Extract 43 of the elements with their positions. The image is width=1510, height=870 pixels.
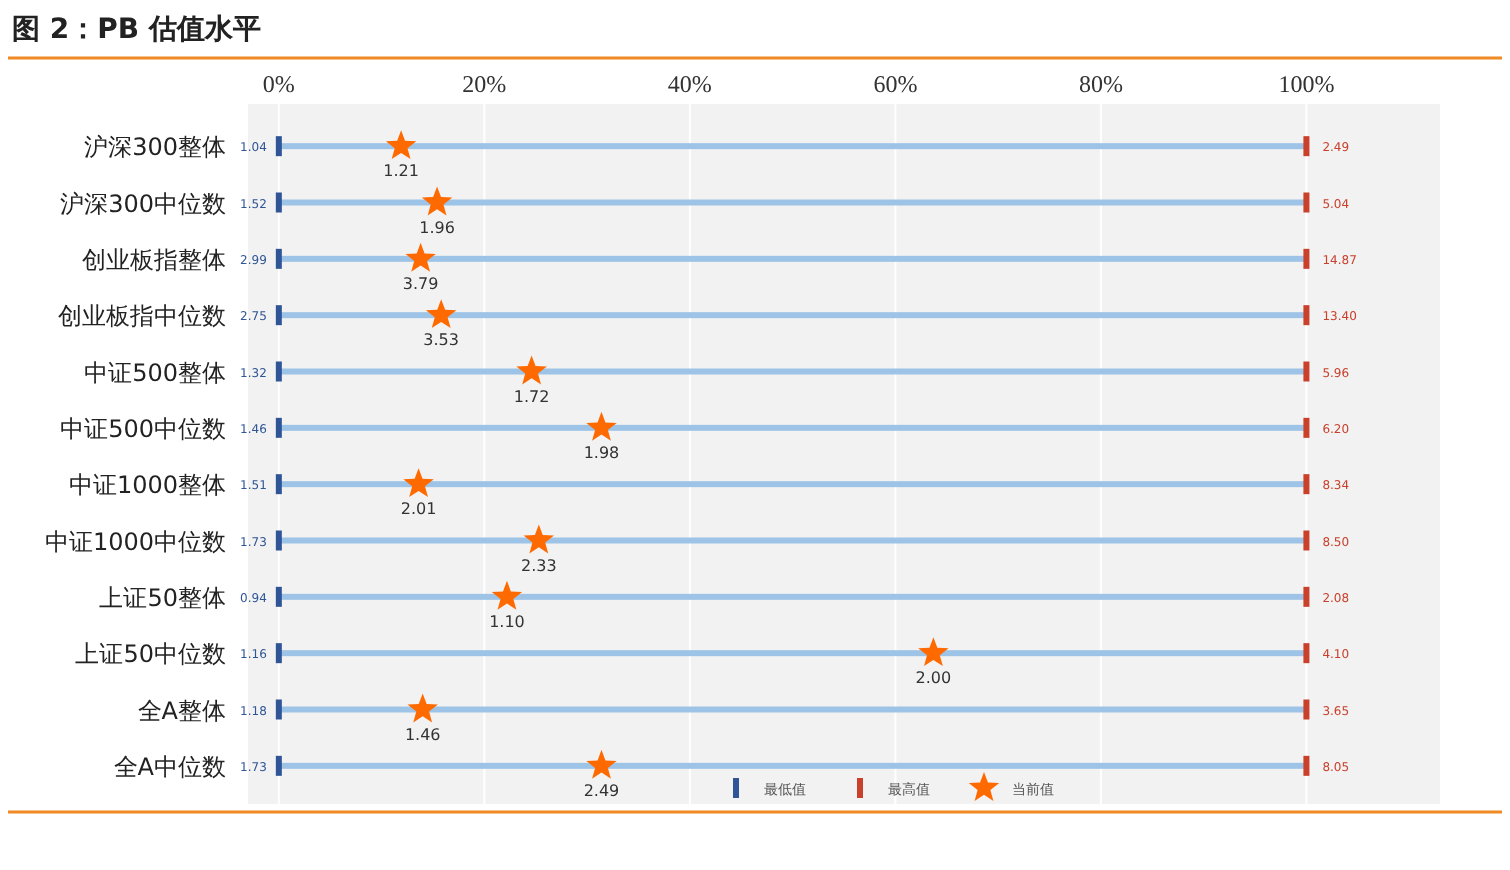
annotation: 3.79 [402,274,439,293]
y-tick-label: 沪深300整体 [84,133,226,162]
annotation: 1.21 [383,162,419,181]
annotation: 2.49 [583,781,620,800]
annotation: 1.72 [513,387,550,406]
y-tick-label: 创业板指整体 [82,245,226,274]
y-tick-label: 上证50整体 [99,583,226,612]
point [425,299,457,329]
annotation: 3.53 [423,331,459,350]
annotation: 1.96 [419,218,455,237]
point [405,242,436,272]
point [421,186,453,216]
y-tick-label: 中证1000中位数 [44,527,226,556]
chart-title: 图 2：PB 估值水平 [12,14,261,46]
x-tick-label: 100% [1278,70,1335,98]
y-tick-label: 创业板指中位数 [58,302,226,331]
annotation: 1.10 [489,612,525,631]
y-tick-label: 上证50中位数 [75,640,226,669]
y-tick-label: 全A中位数 [113,752,226,781]
x-tick-label: 20% [462,70,507,98]
point [523,524,555,554]
y-tick-label: 中证500中位数 [60,414,226,443]
annotation: 1.46 [404,725,441,744]
annotation: 2.33 [520,556,557,575]
point [586,749,617,779]
point [516,355,547,385]
annotation: 2.00 [915,669,952,688]
x-tick-label: 0% [262,70,295,98]
y-tick-label: 沪深300中位数 [60,189,226,218]
point [918,637,949,667]
point [586,411,617,441]
x-tick-label: 80% [1078,70,1123,98]
annotation: 1.98 [583,443,620,462]
annotation: 2.01 [400,500,437,519]
point [407,693,438,723]
y-tick-label: 中证500整体 [84,358,226,387]
x-tick-label: 40% [667,70,712,98]
point [403,468,434,498]
y-tick-label: 中证1000整体 [68,471,226,500]
x-tick-label: 60% [873,70,918,98]
y-tick-label: 全A整体 [137,696,226,725]
point [385,130,417,160]
point [491,580,523,610]
